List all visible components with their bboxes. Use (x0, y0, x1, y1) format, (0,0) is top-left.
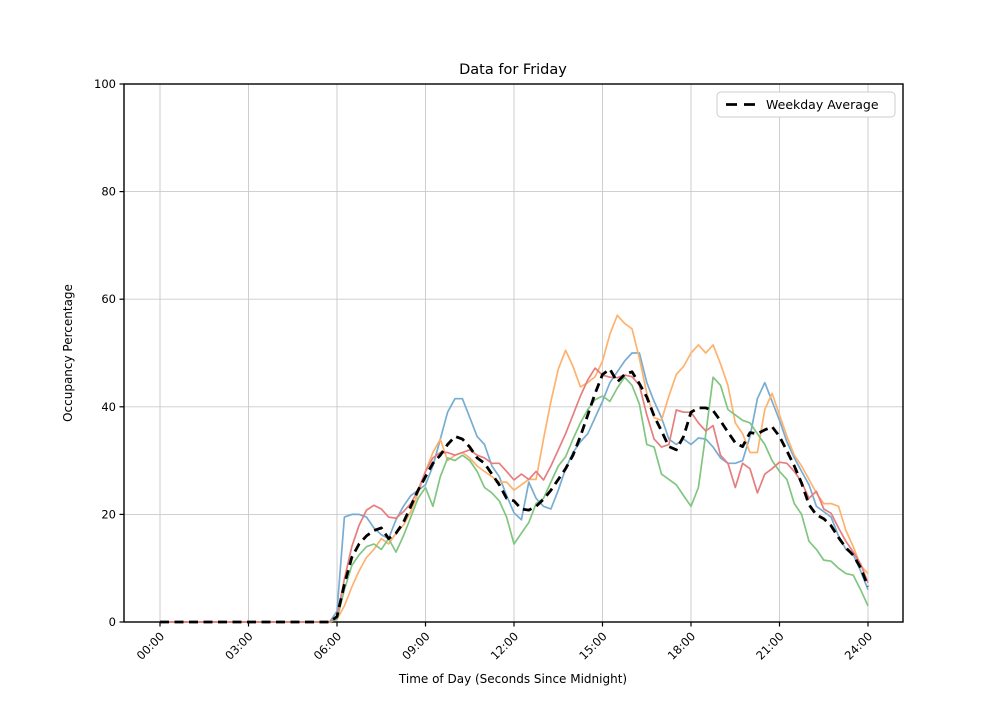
x-tick-label: 21:00 (753, 629, 786, 662)
legend-entry-label: Weekday Average (766, 97, 879, 112)
y-tick-label: 60 (101, 292, 116, 306)
x-tick-label: 06:00 (311, 629, 344, 662)
legend-box (716, 91, 896, 118)
y-tick-label: 80 (101, 185, 116, 199)
legend: Weekday Average (716, 91, 896, 118)
y-tick-labels: 0 20 40 60 80 100 (94, 77, 116, 629)
chart-title: Data for Friday (459, 62, 567, 78)
y-tick-label: 0 (109, 615, 116, 629)
x-tick-label: 24:00 (842, 629, 875, 662)
tick-marks (119, 83, 869, 627)
x-tick-label: 00:00 (134, 629, 167, 662)
x-tick-label: 18:00 (665, 629, 698, 662)
x-tick-label: 09:00 (399, 629, 432, 662)
x-tick-labels: 00:00 03:00 06:00 09:00 12:00 15:00 18:00 21:00… (134, 629, 875, 662)
y-tick-label: 20 (101, 507, 116, 521)
x-tick-label: 03:00 (222, 629, 255, 662)
series-line-weekday-average (160, 367, 870, 624)
y-tick-label: 100 (94, 77, 116, 91)
series-lines (160, 314, 870, 624)
x-axis-label: Time of Day (Seconds Since Midnight) (398, 672, 627, 686)
y-axis-label: Occupancy Percentage (61, 284, 75, 422)
gridlines (124, 83, 903, 623)
x-tick-label: 15:00 (576, 629, 609, 662)
x-tick-label: 12:00 (488, 629, 521, 662)
y-tick-label: 40 (101, 400, 116, 414)
